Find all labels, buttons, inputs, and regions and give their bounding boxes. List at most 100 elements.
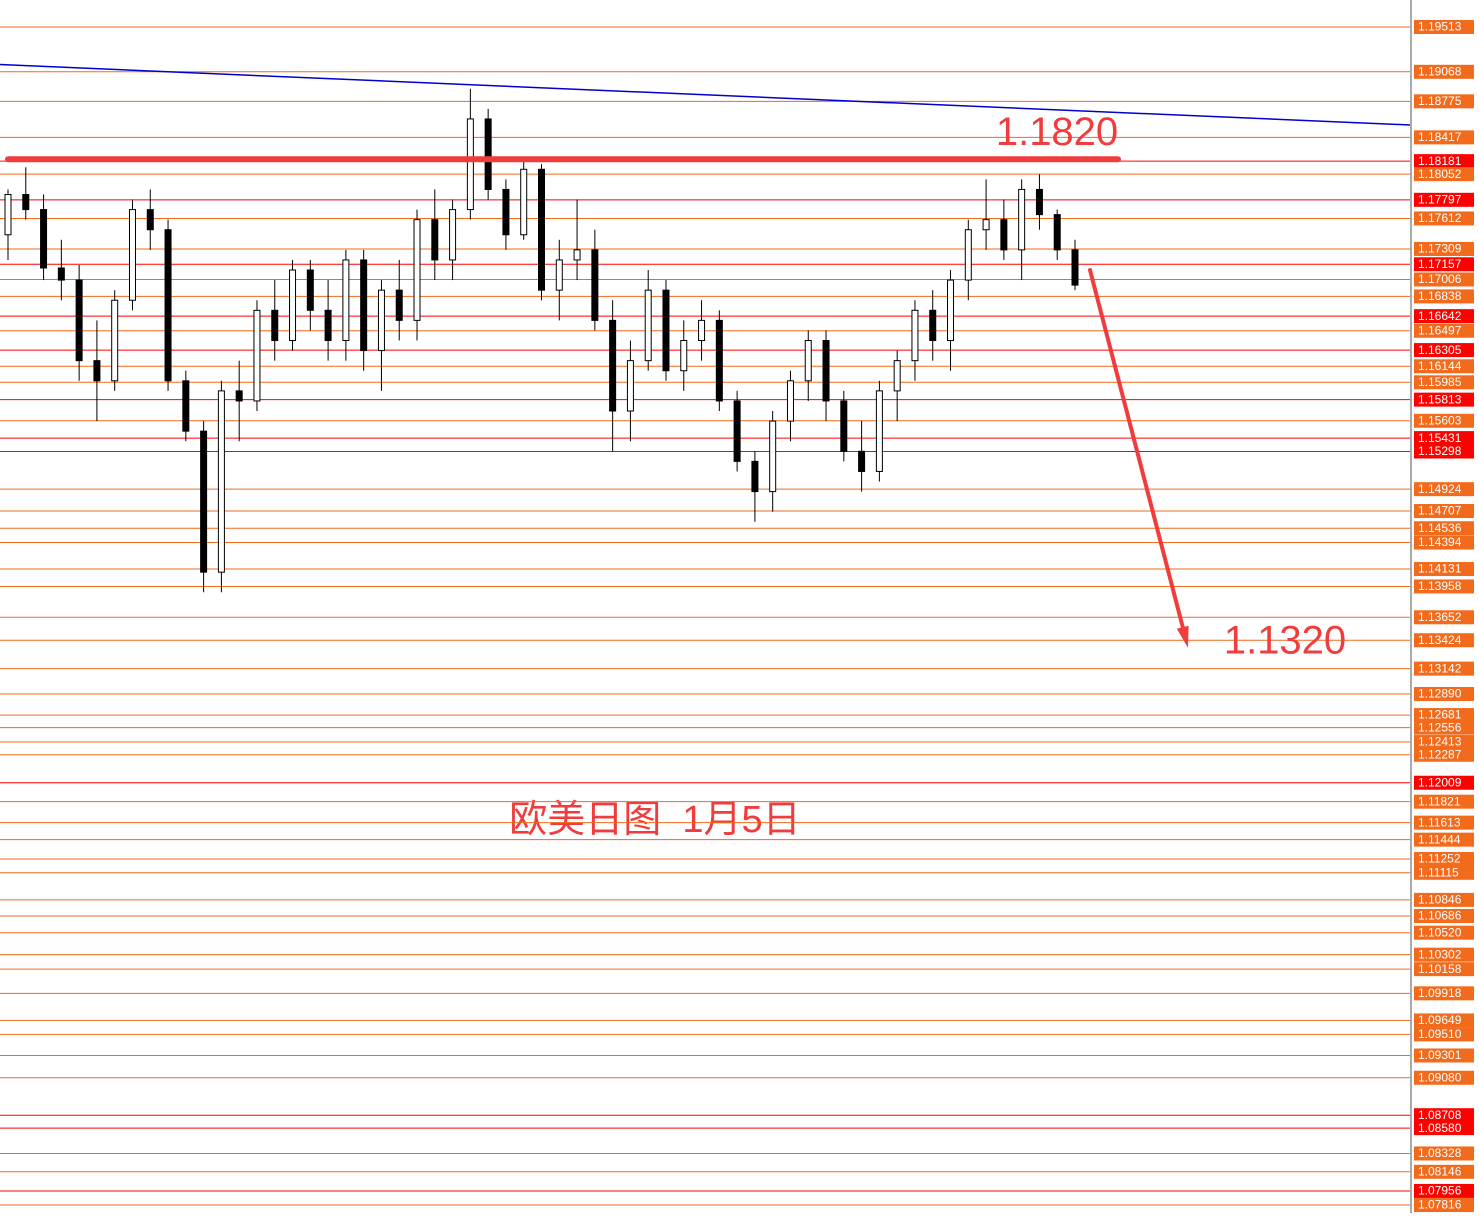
candle-body bbox=[1071, 249, 1079, 286]
y-tick-label: 1.15431 bbox=[1418, 431, 1462, 445]
level-label-box bbox=[1414, 1013, 1474, 1028]
y-tick-label: 1.15985 bbox=[1418, 375, 1462, 389]
candle-body bbox=[93, 360, 101, 382]
level-label-box bbox=[1414, 167, 1474, 182]
y-tick-label: 1.12890 bbox=[1418, 687, 1462, 701]
y-tick-label: 1.11821 bbox=[1418, 794, 1461, 808]
level-label-box bbox=[1414, 661, 1474, 676]
candle-body bbox=[680, 340, 688, 372]
candle-body bbox=[715, 319, 723, 402]
y-tick-label: 1.09510 bbox=[1418, 1027, 1462, 1041]
level-label-box bbox=[1414, 815, 1474, 830]
candle-body bbox=[57, 267, 65, 281]
level-label-box bbox=[1414, 257, 1474, 272]
candle-body bbox=[431, 219, 439, 261]
level-label-box bbox=[1414, 851, 1474, 866]
candle-body bbox=[911, 309, 919, 362]
candle-body bbox=[466, 118, 474, 211]
y-tick-label: 1.09649 bbox=[1418, 1013, 1462, 1027]
level-label-box bbox=[1414, 633, 1474, 648]
level-label-box bbox=[1414, 708, 1474, 723]
candle-body bbox=[573, 249, 581, 261]
y-tick-label: 1.12413 bbox=[1418, 735, 1462, 749]
level-label-box bbox=[1414, 130, 1474, 145]
level-label-box bbox=[1414, 1146, 1474, 1161]
y-tick-label: 1.11115 bbox=[1418, 865, 1459, 879]
level-label-box bbox=[1414, 986, 1474, 1001]
y-tick-label: 1.10686 bbox=[1418, 909, 1462, 923]
y-tick-label: 1.17797 bbox=[1418, 192, 1462, 206]
y-tick-label: 1.16305 bbox=[1418, 343, 1462, 357]
candle-body bbox=[840, 400, 848, 452]
candle-body bbox=[698, 319, 706, 342]
trendline bbox=[0, 63, 1411, 126]
candle-body bbox=[1035, 188, 1043, 216]
candle-body bbox=[538, 168, 545, 291]
candle-body bbox=[75, 279, 83, 362]
candle-body bbox=[22, 193, 30, 211]
candle-body bbox=[164, 229, 172, 382]
y-tick-label: 1.16642 bbox=[1418, 309, 1462, 323]
candle-body bbox=[964, 229, 972, 281]
level-label-box bbox=[1414, 211, 1474, 226]
y-tick-label: 1.07956 bbox=[1418, 1184, 1462, 1198]
candle-body bbox=[377, 289, 385, 352]
level-label-box bbox=[1414, 392, 1474, 407]
candle-body bbox=[306, 269, 314, 311]
y-tick-label: 1.18052 bbox=[1418, 167, 1462, 181]
y-tick-label: 1.17612 bbox=[1418, 211, 1462, 225]
level-label-box bbox=[1414, 1198, 1474, 1213]
y-tick-label: 1.14707 bbox=[1418, 504, 1462, 518]
y-tick-label: 1.18775 bbox=[1418, 94, 1462, 108]
level-label-box bbox=[1414, 359, 1474, 374]
resistance-label: 1.1820 bbox=[996, 110, 1118, 154]
candle-body bbox=[111, 299, 119, 382]
arrow-shaft bbox=[1088, 268, 1187, 638]
candle-body bbox=[324, 309, 332, 342]
level-label-box bbox=[1414, 521, 1474, 536]
level-label-box bbox=[1414, 562, 1474, 577]
y-tick-label: 1.13958 bbox=[1418, 579, 1462, 593]
y-tick-label: 1.09301 bbox=[1418, 1048, 1462, 1062]
level-label-box bbox=[1414, 482, 1474, 497]
y-tick-label: 1.18181 bbox=[1418, 154, 1462, 168]
level-label-box bbox=[1414, 192, 1474, 207]
y-tick-label: 1.10302 bbox=[1418, 947, 1462, 961]
y-tick-label: 1.12556 bbox=[1418, 720, 1462, 734]
candle-body bbox=[751, 460, 759, 493]
y-tick-label: 1.18417 bbox=[1418, 130, 1462, 144]
level-label-box bbox=[1414, 272, 1474, 287]
y-tick-label: 1.10520 bbox=[1418, 925, 1462, 939]
candle-body bbox=[769, 420, 777, 493]
y-tick-label: 1.15603 bbox=[1418, 413, 1462, 427]
y-tick-label: 1.13652 bbox=[1418, 610, 1462, 624]
level-label-box bbox=[1414, 413, 1474, 428]
y-tick-label: 1.19068 bbox=[1418, 64, 1462, 78]
y-tick-label: 1.08580 bbox=[1418, 1121, 1462, 1135]
y-tick-label: 1.16497 bbox=[1418, 323, 1462, 337]
y-tick-label: 1.07816 bbox=[1418, 1198, 1462, 1212]
y-tick-label: 1.11252 bbox=[1418, 852, 1461, 866]
level-label-box bbox=[1414, 444, 1474, 459]
y-tick-label: 1.14536 bbox=[1418, 521, 1462, 535]
candle-body bbox=[591, 249, 599, 321]
y-tick-label: 1.19513 bbox=[1418, 20, 1462, 34]
level-label-box bbox=[1414, 431, 1474, 446]
level-label-box bbox=[1414, 289, 1474, 304]
level-label-box bbox=[1414, 720, 1474, 735]
level-label-box bbox=[1414, 1027, 1474, 1042]
candle-body bbox=[1018, 188, 1026, 251]
candle-body bbox=[733, 400, 741, 462]
level-label-box bbox=[1414, 1121, 1474, 1136]
level-label-box bbox=[1414, 64, 1474, 79]
level-label-box bbox=[1414, 687, 1474, 702]
candle-body bbox=[644, 289, 652, 362]
y-tick-label: 1.12681 bbox=[1418, 708, 1462, 722]
candle-body bbox=[786, 380, 794, 422]
level-label-box bbox=[1414, 323, 1474, 338]
level-label-box bbox=[1414, 579, 1474, 594]
y-tick-label: 1.13424 bbox=[1418, 633, 1462, 647]
candle-body bbox=[520, 168, 528, 236]
